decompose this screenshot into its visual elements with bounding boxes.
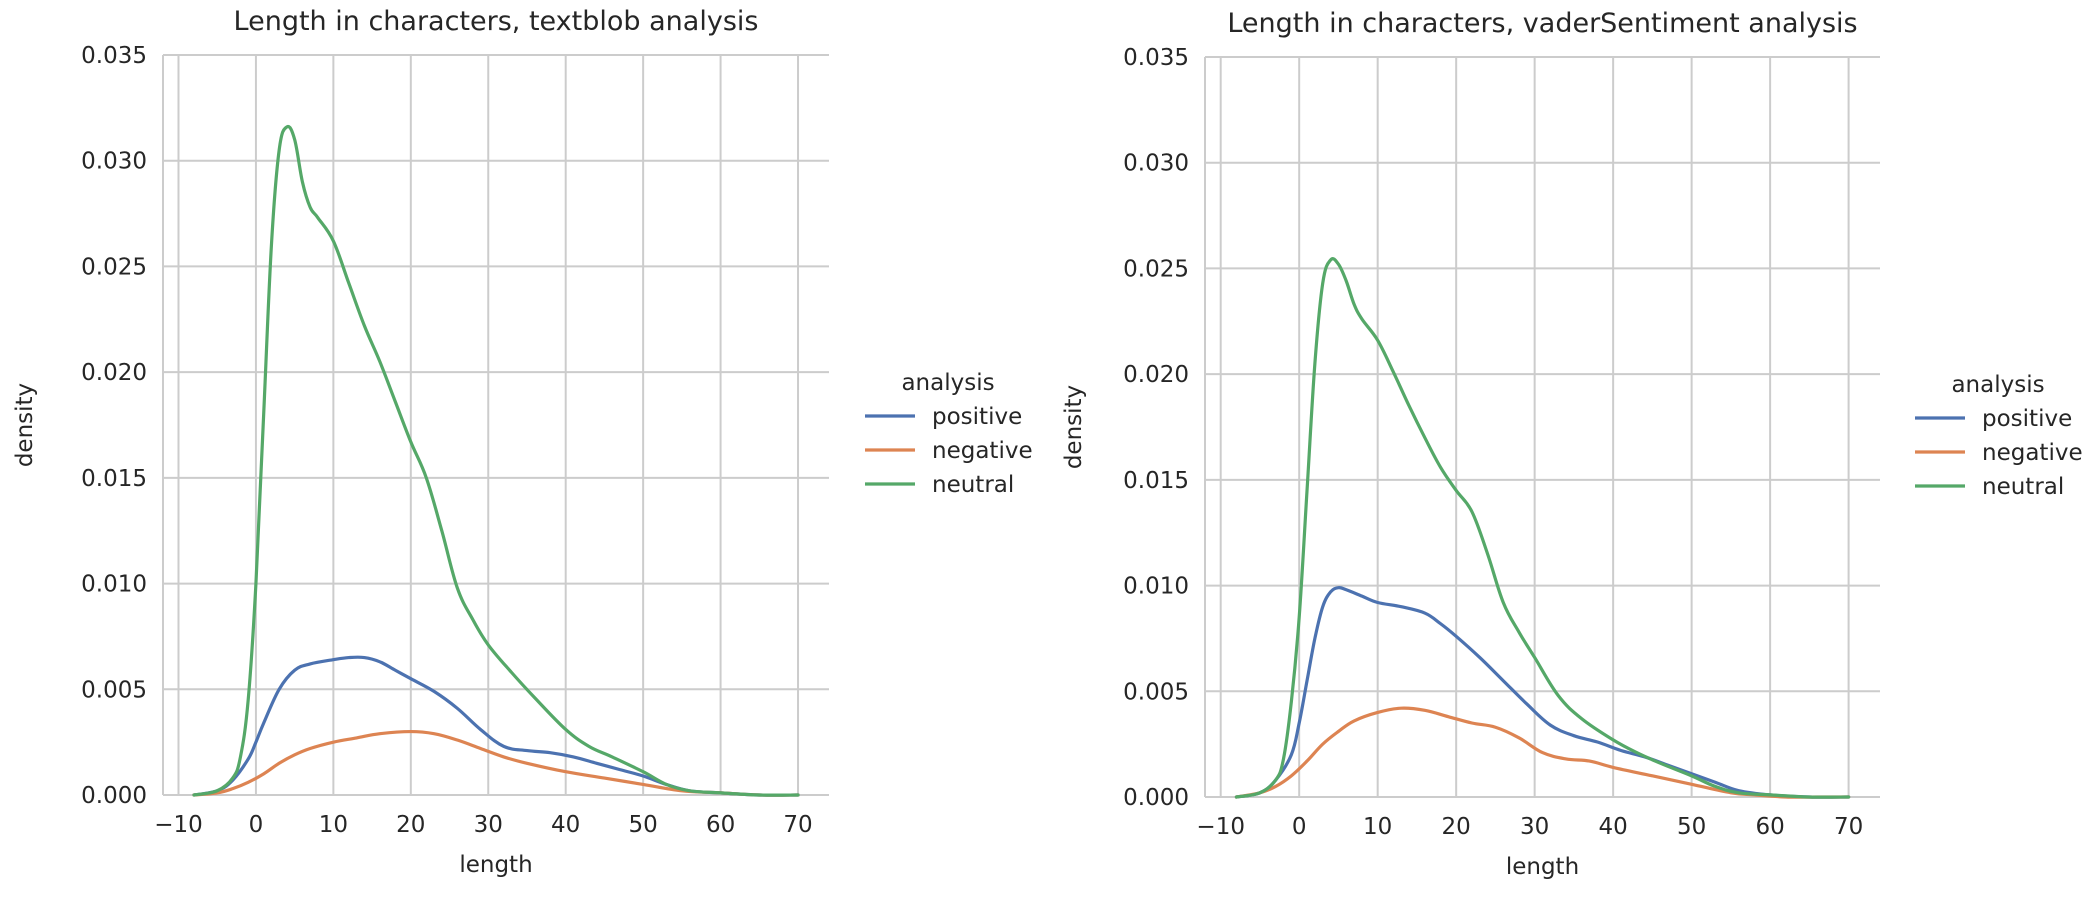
legend-label-positive: positive bbox=[932, 404, 1022, 430]
x-tick-label: 20 bbox=[396, 812, 425, 838]
legend: analysis positive negative neutral bbox=[865, 370, 1033, 498]
legend-label-positive: positive bbox=[1982, 406, 2072, 432]
x-tick-label: 40 bbox=[1598, 814, 1627, 840]
y-tick-label: 0.035 bbox=[1123, 45, 1189, 71]
x-tick-label: 0 bbox=[1292, 814, 1307, 840]
y-tick-label: 0.030 bbox=[1123, 151, 1189, 177]
legend-label-negative: negative bbox=[1982, 440, 2083, 466]
y-tick-label: 0.010 bbox=[1123, 574, 1189, 600]
x-tick-label: 60 bbox=[1755, 814, 1784, 840]
x-tick-label: 70 bbox=[1834, 814, 1863, 840]
y-tick-label: 0.025 bbox=[1123, 256, 1189, 282]
x-tick-label: −10 bbox=[1196, 814, 1245, 840]
y-tick-label: 0.015 bbox=[81, 466, 147, 492]
series-line-positive bbox=[1234, 586, 1851, 799]
y-tick-label: 0.005 bbox=[1123, 679, 1189, 705]
x-tick-label: 60 bbox=[706, 812, 735, 838]
y-tick-label: 0.000 bbox=[1123, 785, 1189, 811]
y-tick-label: 0.005 bbox=[81, 677, 147, 703]
chart-title: Length in characters, vaderSentiment ana… bbox=[1227, 8, 1857, 39]
x-tick-label: 70 bbox=[783, 812, 812, 838]
legend-label-neutral: neutral bbox=[932, 472, 1014, 498]
y-axis-label: density bbox=[1061, 385, 1087, 469]
x-tick-label: 50 bbox=[628, 812, 657, 838]
y-tick-label: 0.010 bbox=[81, 572, 147, 598]
legend-title: analysis bbox=[901, 370, 994, 396]
x-tick-label: 40 bbox=[551, 812, 580, 838]
gridlines bbox=[163, 54, 829, 796]
y-tick-label: 0.000 bbox=[81, 783, 147, 809]
y-tick-label: 0.020 bbox=[81, 360, 147, 386]
x-tick-label: 10 bbox=[1363, 814, 1392, 840]
series-line-positive bbox=[192, 655, 800, 797]
x-tick-label: 0 bbox=[249, 812, 264, 838]
legend-label-neutral: neutral bbox=[1982, 474, 2064, 500]
x-tick-label: 20 bbox=[1442, 814, 1471, 840]
legend-label-negative: negative bbox=[932, 438, 1033, 464]
series-line-neutral bbox=[1234, 257, 1851, 799]
x-tick-label: 50 bbox=[1677, 814, 1706, 840]
y-axis-label: density bbox=[12, 383, 38, 467]
y-tick-label: 0.035 bbox=[81, 43, 147, 69]
x-tick-label: −10 bbox=[154, 812, 203, 838]
series-line-negative bbox=[192, 729, 800, 797]
y-tick-label: 0.030 bbox=[81, 149, 147, 175]
y-tick-label: 0.025 bbox=[81, 254, 147, 280]
chart-panel-1: 0.000 0.005 0.010 0.015 0.020 0.025 0.030 0.035… bbox=[12, 6, 1033, 878]
series-line-negative bbox=[1234, 706, 1851, 799]
x-tick-label: 10 bbox=[319, 812, 348, 838]
legend-title: analysis bbox=[1951, 372, 2044, 398]
series-line-neutral bbox=[192, 124, 800, 797]
legend: analysis positive negative neutral bbox=[1915, 372, 2083, 500]
chart-panel-2: 0.000 0.005 0.010 0.015 0.020 0.025 0.030 0.035… bbox=[1061, 8, 2083, 880]
y-tick-label: 0.015 bbox=[1123, 468, 1189, 494]
x-tick-label: 30 bbox=[474, 812, 503, 838]
x-axis-label: length bbox=[459, 852, 532, 878]
chart-title: Length in characters, textblob analysis bbox=[234, 6, 759, 37]
x-axis-label: length bbox=[1506, 854, 1579, 880]
y-tick-label: 0.020 bbox=[1123, 362, 1189, 388]
x-tick-label: 30 bbox=[1520, 814, 1549, 840]
